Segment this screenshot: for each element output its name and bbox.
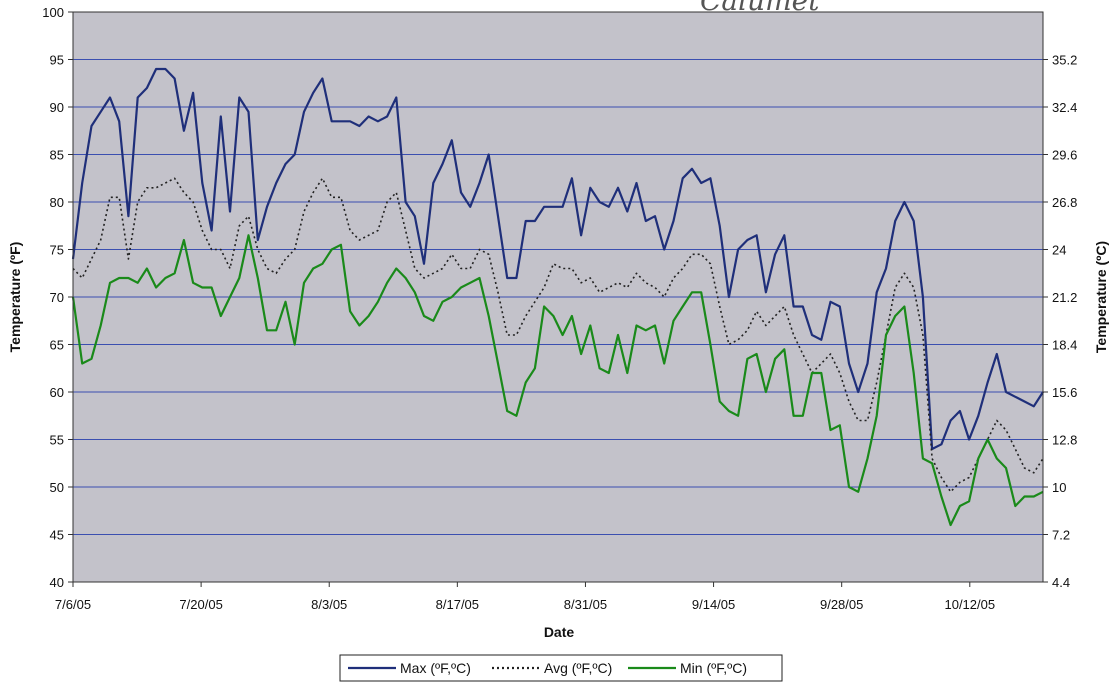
x-tick-label: 7/6/05 [55, 597, 91, 612]
y-axis-left: 40 45 50 55 60 65 70 75 80 85 90 95 100 [42, 5, 73, 590]
y2-tick-label: 32.4 [1052, 100, 1077, 115]
y-tick-label: 50 [50, 480, 64, 495]
y2-tick-label: 29.6 [1052, 148, 1077, 163]
x-tick-label: 9/28/05 [820, 597, 863, 612]
series-line-max [71, 67, 1044, 451]
y2-axis-title: Temperature (ºC) [1093, 241, 1109, 353]
y-tick-label: 60 [50, 385, 64, 400]
legend-label: Min (ºF,ºC) [680, 660, 747, 676]
y-tick-label: 85 [50, 148, 64, 163]
y-tick-label: 95 [50, 53, 64, 68]
y2-tick-label: 10 [1052, 480, 1066, 495]
y-tick-label: 65 [50, 338, 64, 353]
y-tick-label: 70 [50, 290, 64, 305]
y2-tick-label: 18.4 [1052, 338, 1077, 353]
series-group [71, 67, 1044, 527]
legend-label: Avg (ºF,ºC) [544, 660, 612, 676]
y-axis-right: 4.4 7.2 10 12.8 15.6 18.4 21.2 24 26.8 29.6 32.4 35… [1043, 53, 1077, 590]
y-tick-label: 40 [50, 575, 64, 590]
y-tick-label: 90 [50, 100, 64, 115]
y-tick-label: 100 [42, 5, 64, 20]
x-tick-label: 8/17/05 [436, 597, 479, 612]
y2-tick-label: 7.2 [1052, 528, 1070, 543]
y2-tick-label: 21.2 [1052, 290, 1077, 305]
series-line-min [71, 234, 1044, 527]
x-axis-title: Date [544, 624, 575, 640]
x-tick-label: 9/14/05 [692, 597, 735, 612]
y2-tick-label: 15.6 [1052, 385, 1077, 400]
legend-label: Max (ºF,ºC) [400, 660, 471, 676]
series-line-avg [72, 177, 1044, 493]
y2-tick-label: 12.8 [1052, 433, 1077, 448]
handwritten-annotation: Calumet [700, 0, 820, 17]
legend: Max (ºF,ºC) Avg (ºF,ºC) Min (ºF,ºC) [339, 654, 783, 682]
legend-box [339, 654, 783, 682]
y-tick-label: 55 [50, 433, 64, 448]
y-tick-label: 80 [50, 195, 64, 210]
x-axis: 7/6/05 7/20/05 8/3/05 8/17/05 8/31/05 9/14/05… [55, 582, 995, 612]
y2-tick-label: 35.2 [1052, 53, 1077, 68]
y2-tick-label: 26.8 [1052, 195, 1077, 210]
y-axis-title: Temperature (ºF) [7, 242, 23, 353]
y2-tick-label: 4.4 [1052, 575, 1070, 590]
y-tick-label: 75 [50, 243, 64, 258]
x-tick-label: 8/31/05 [564, 597, 607, 612]
x-tick-label: 8/3/05 [311, 597, 347, 612]
y2-tick-label: 24 [1052, 243, 1066, 258]
y-tick-label: 45 [50, 528, 64, 543]
x-tick-label: 7/20/05 [179, 597, 222, 612]
x-tick-label: 10/12/05 [944, 597, 995, 612]
